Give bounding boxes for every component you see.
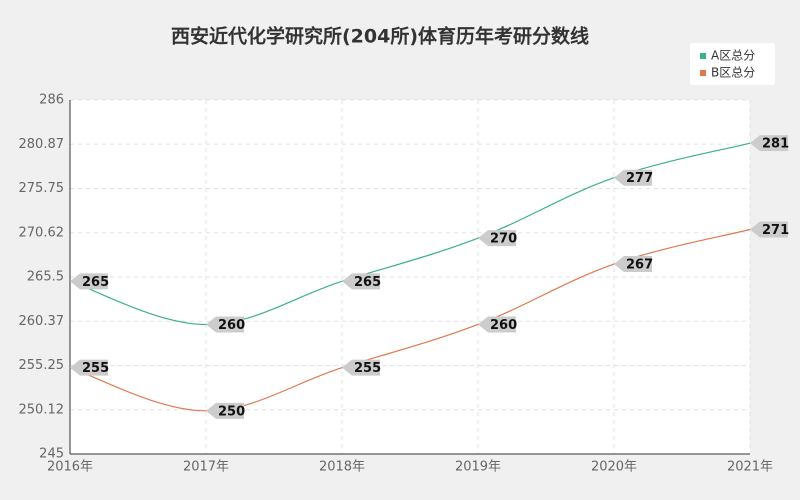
y-tick-label: 275.75 — [19, 181, 65, 196]
value-label-tag — [70, 359, 108, 376]
x-tick-label: 2017年 — [183, 460, 229, 475]
value-label: 267 — [626, 258, 653, 273]
value-label-tag — [614, 256, 652, 273]
y-tick-label: 245 — [39, 447, 64, 462]
legend-marker — [700, 70, 706, 76]
chart-title: 西安近代化学研究所(204所)体育历年考研分数线 — [171, 25, 589, 48]
value-label: 277 — [626, 171, 653, 186]
y-tick-label: 280.87 — [19, 137, 65, 152]
legend-label: A区总分 — [711, 49, 755, 63]
value-label: 250 — [218, 404, 245, 419]
value-label: 265 — [82, 275, 109, 290]
x-tick-label: 2018年 — [319, 460, 365, 475]
value-label: 255 — [82, 361, 109, 376]
value-label-tag — [70, 273, 108, 290]
value-label-tag — [478, 316, 516, 333]
y-tick-label: 250.12 — [19, 402, 65, 417]
value-label: 260 — [218, 318, 245, 333]
value-label: 255 — [354, 361, 381, 376]
legend-marker — [700, 53, 706, 59]
x-tick-label: 2020年 — [591, 460, 637, 475]
x-tick-label: 2016年 — [47, 460, 93, 475]
value-label-tag — [342, 359, 380, 376]
value-label: 260 — [490, 318, 517, 333]
legend-box — [690, 43, 775, 85]
value-label: 281 — [762, 137, 789, 152]
x-tick-label: 2019年 — [455, 460, 501, 475]
value-label: 270 — [490, 232, 517, 247]
value-label-tag — [206, 402, 244, 419]
y-tick-label: 270.62 — [19, 225, 65, 240]
x-tick-label: 2021年 — [727, 460, 773, 475]
legend-label: B区总分 — [711, 66, 755, 80]
value-label-tag — [614, 169, 652, 186]
value-label-tag — [750, 135, 788, 152]
y-tick-label: 260.37 — [19, 314, 65, 329]
value-label-tag — [478, 230, 516, 247]
value-label-tag — [750, 221, 788, 238]
value-label-tag — [342, 273, 380, 290]
value-label: 271 — [762, 223, 789, 238]
y-tick-label: 255.25 — [19, 358, 65, 373]
value-label-tag — [206, 316, 244, 333]
y-tick-label: 286 — [39, 93, 64, 108]
y-tick-label: 265.5 — [27, 270, 64, 285]
value-label: 265 — [354, 275, 381, 290]
